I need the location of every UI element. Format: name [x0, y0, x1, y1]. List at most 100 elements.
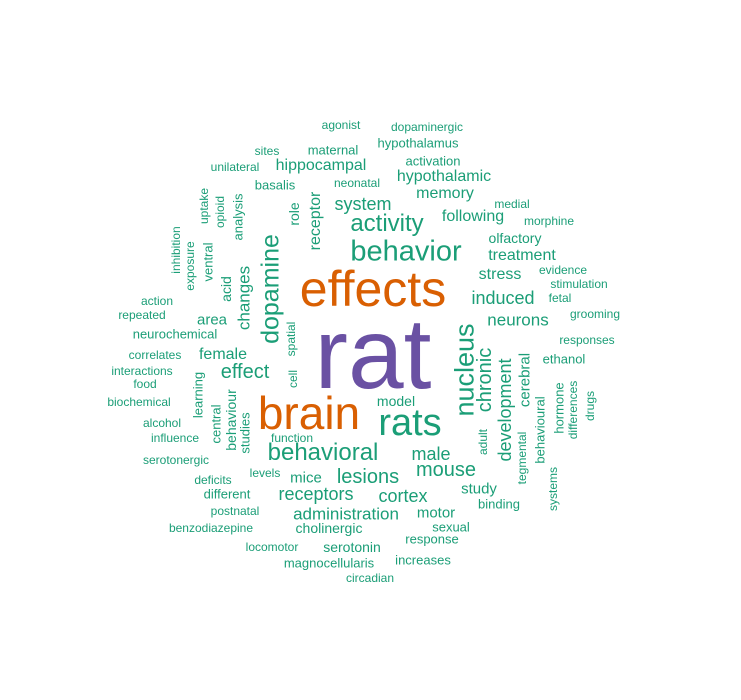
word-dopamine: dopamine: [256, 234, 285, 344]
word-correlates: correlates: [128, 348, 182, 362]
word-biochemical: biochemical: [107, 395, 171, 409]
word-changes: changes: [234, 265, 254, 331]
word-neurons: neurons: [487, 310, 549, 330]
word-morphine: morphine: [523, 214, 575, 228]
word-receptor: receptor: [307, 191, 324, 251]
word-alcohol: alcohol: [142, 416, 182, 430]
word-interactions: interactions: [111, 364, 173, 378]
word-motor: motor: [416, 504, 456, 522]
word-sites: sites: [254, 144, 280, 158]
word-female: female: [198, 346, 248, 363]
word-exposure: exposure: [183, 241, 197, 291]
word-behaviour: behaviour: [223, 389, 239, 451]
word-mice: mice: [290, 469, 322, 487]
word-sexual: sexual: [432, 519, 470, 535]
word-stimulation: stimulation: [550, 277, 608, 291]
word-acid: acid: [218, 276, 234, 302]
word-increases: increases: [395, 552, 451, 568]
word-maternal: maternal: [307, 142, 359, 158]
word-analysis: analysis: [230, 193, 246, 241]
word-inhibition: inhibition: [169, 226, 183, 274]
word-effects: effects: [299, 261, 447, 317]
word-levels: levels: [249, 466, 281, 480]
word-model: model: [376, 393, 416, 409]
word-drugs: drugs: [583, 390, 597, 422]
word-stress: stress: [478, 266, 522, 283]
word-dopaminergic: dopaminergic: [390, 120, 464, 134]
word-repeated: repeated: [118, 308, 166, 322]
word-lesions: lesions: [336, 466, 400, 488]
word-influence: influence: [150, 431, 200, 445]
word-medial: medial: [494, 197, 530, 211]
word-food: food: [133, 377, 157, 391]
word-grooming: grooming: [569, 307, 621, 321]
word-administration: administration: [293, 504, 399, 524]
word-induced: induced: [471, 288, 535, 308]
word-brain: brain: [257, 387, 361, 439]
word-activity: activity: [350, 210, 424, 237]
word-neurochemical: neurochemical: [132, 326, 218, 342]
word-adult: adult: [476, 428, 490, 456]
word-rat: rat: [314, 298, 432, 410]
word-basalis: basalis: [254, 177, 296, 193]
word-magnocellularis: magnocellularis: [283, 555, 375, 571]
word-memory: memory: [416, 185, 474, 202]
word-central: central: [208, 404, 224, 444]
word-cortex: cortex: [378, 486, 428, 506]
word-serotonergic: serotonergic: [142, 453, 210, 467]
word-locomotor: locomotor: [245, 540, 299, 554]
word-receptors: receptors: [278, 484, 354, 504]
word-study: study: [461, 480, 497, 498]
word-opioid: opioid: [213, 195, 227, 229]
word-deficits: deficits: [194, 473, 232, 487]
word-tegmental: tegmental: [515, 431, 529, 485]
word-effect: effect: [220, 361, 270, 383]
word-unilateral: unilateral: [210, 160, 260, 174]
word-rats: rats: [378, 402, 442, 444]
word-response: response: [405, 531, 459, 547]
word-behavioural: behavioural: [532, 396, 548, 464]
word-role: role: [286, 202, 302, 226]
word-neonatal: neonatal: [333, 176, 381, 190]
word-different: different: [203, 486, 251, 502]
word-studies: studies: [237, 412, 253, 454]
word-hypothalamic: hypothalamic: [396, 168, 492, 185]
word-area: area: [196, 311, 228, 329]
word-ethanol: ethanol: [542, 351, 586, 367]
word-hormone: hormone: [551, 382, 567, 434]
word-serotonin: serotonin: [323, 539, 381, 555]
word-responses: responses: [559, 333, 615, 347]
word-differences: differences: [566, 380, 580, 440]
word-hypothalamus: hypothalamus: [377, 135, 459, 151]
word-male: male: [411, 444, 451, 464]
word-behavior: behavior: [350, 235, 462, 268]
word-agonist: agonist: [321, 118, 361, 132]
word-uptake: uptake: [197, 187, 211, 225]
word-olfactory: olfactory: [488, 230, 542, 246]
word-postnatal: postnatal: [210, 504, 260, 518]
word-development: development: [495, 358, 515, 462]
word-chronic: chronic: [474, 347, 496, 413]
word-system: system: [334, 194, 392, 214]
word-activation: activation: [405, 153, 461, 169]
word-cell: cell: [286, 369, 300, 389]
word-benzodiazepine: benzodiazepine: [168, 521, 254, 535]
word-spatial: spatial: [284, 321, 298, 357]
word-binding: binding: [478, 496, 520, 512]
word-behavioral: behavioral: [267, 439, 379, 466]
word-treatment: treatment: [488, 247, 556, 264]
word-action: action: [140, 294, 174, 308]
word-learning: learning: [190, 371, 206, 419]
word-mouse: mouse: [415, 459, 477, 481]
word-function: function: [270, 431, 314, 445]
word-hippocampal: hippocampal: [275, 157, 367, 174]
word-circadian: circadian: [345, 571, 395, 585]
word-ventral: ventral: [200, 242, 216, 282]
word-evidence: evidence: [538, 263, 588, 277]
word-following: following: [441, 208, 505, 225]
word-cerebral: cerebral: [516, 352, 534, 408]
word-systems: systems: [546, 466, 560, 512]
word-fetal: fetal: [548, 291, 572, 305]
word-cholinergic: cholinergic: [295, 520, 363, 536]
